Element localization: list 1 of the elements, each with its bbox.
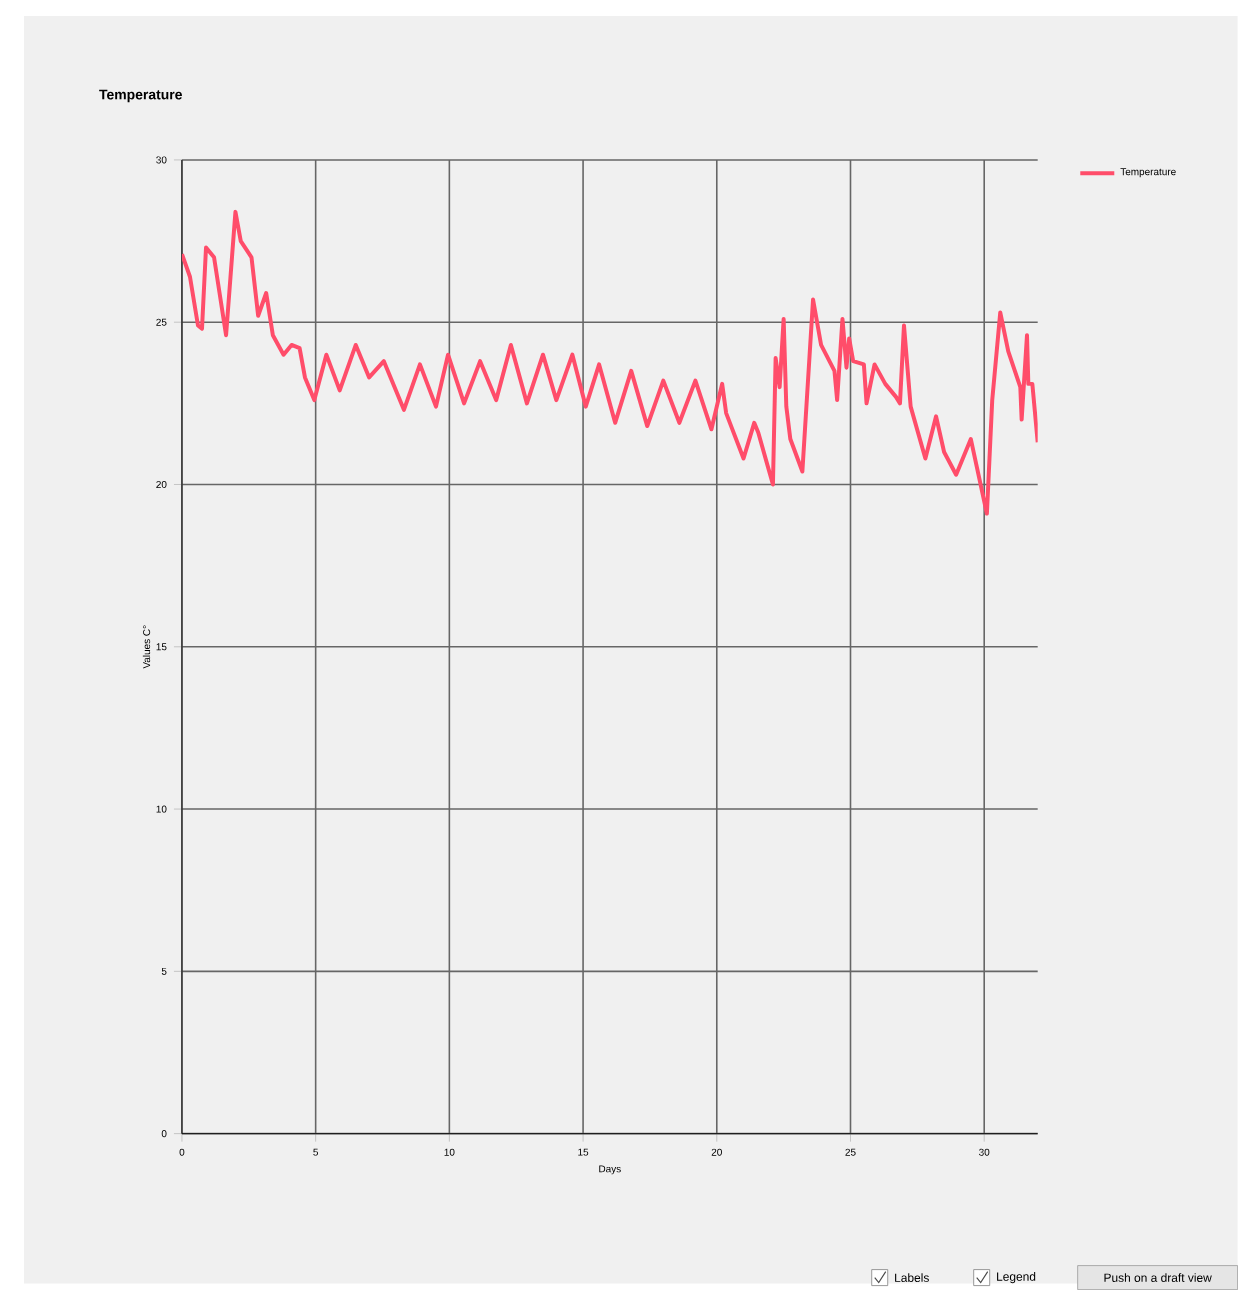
line-series — [181, 209, 1038, 516]
